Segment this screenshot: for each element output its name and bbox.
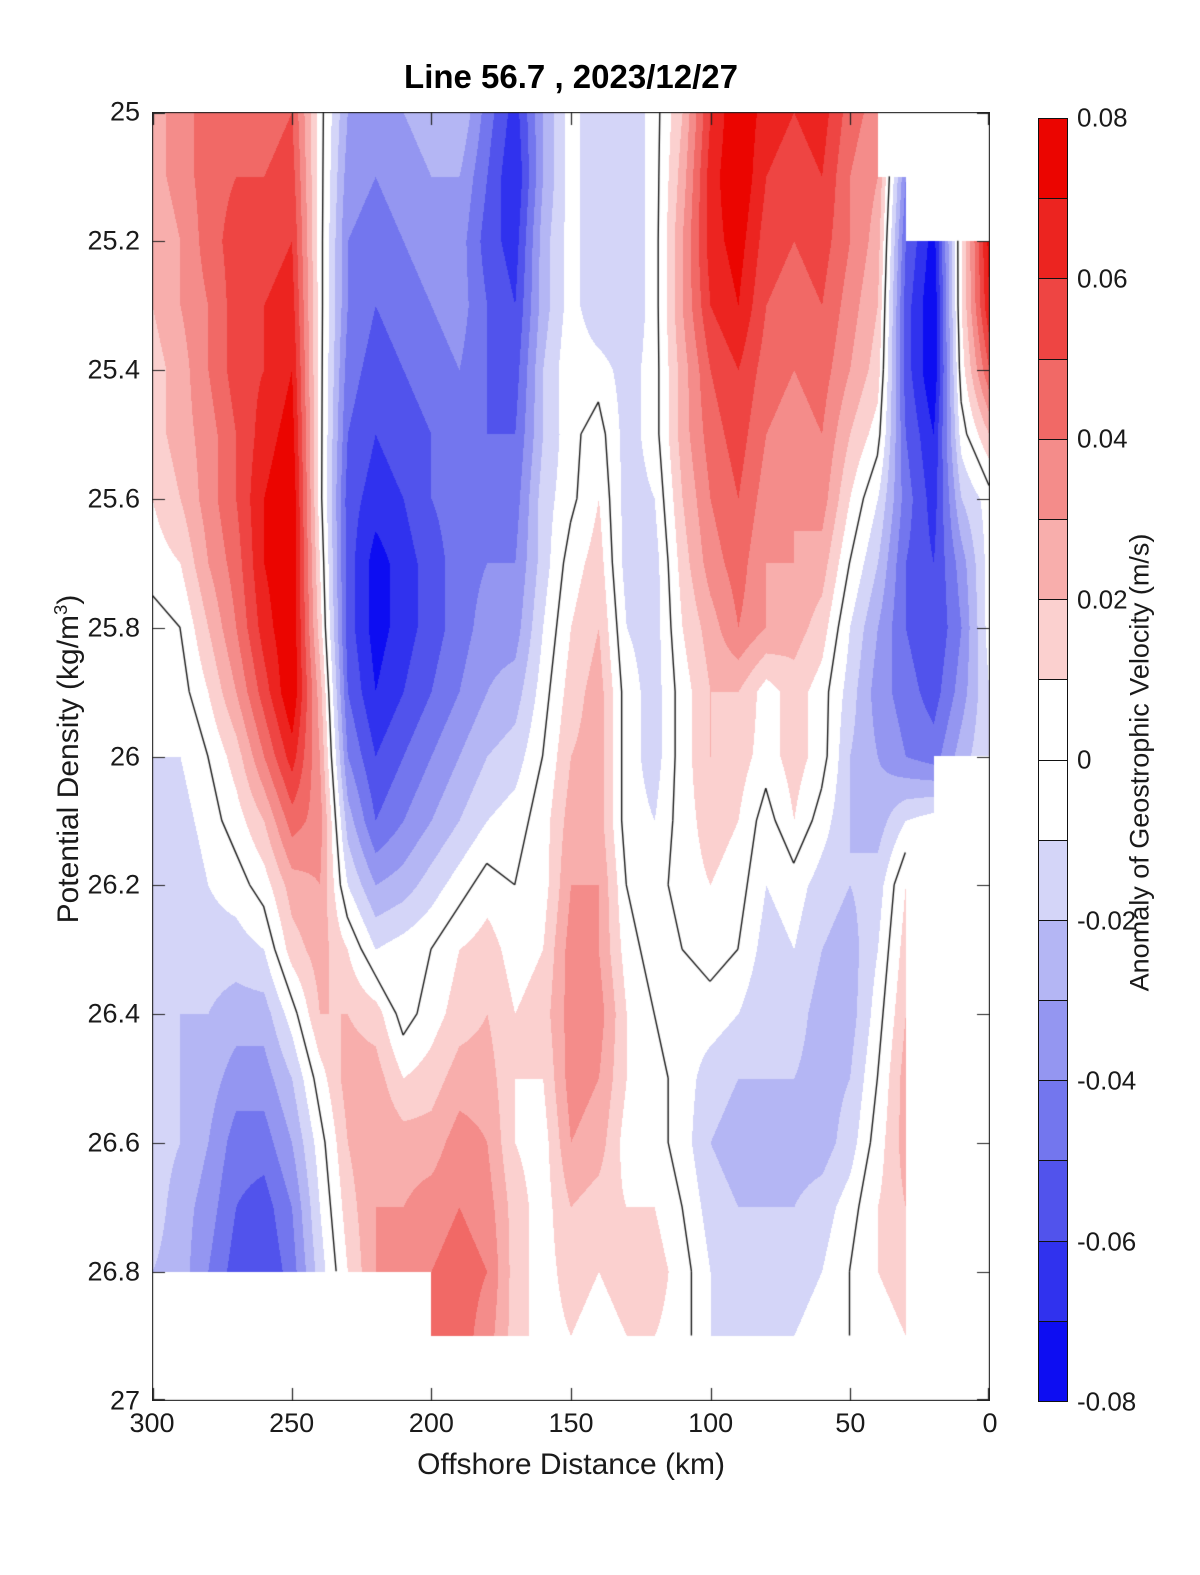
y-axis-label-text: Potential Density (kg/m — [52, 614, 85, 924]
colorbar-tick-label: -0.06 — [1077, 1226, 1137, 1256]
y-tick-label: 25.8 — [87, 612, 140, 643]
y-axis-label-sup: 3 — [50, 604, 71, 615]
colorbar-segment — [1039, 1080, 1067, 1161]
y-axis-label-close: ) — [52, 594, 85, 605]
colorbar-segment — [1039, 119, 1067, 199]
x-tick-label: 200 — [408, 1408, 454, 1438]
colorbar-segment — [1039, 759, 1067, 840]
y-tick-label: 25.2 — [87, 225, 140, 256]
colorbar-tick-label: 0 — [1077, 744, 1092, 775]
colorbar-segment — [1039, 1320, 1067, 1401]
colorbar — [1038, 118, 1068, 1402]
y-tick-label: 26.8 — [87, 1256, 140, 1287]
x-axis-label: Offshore Distance (km) — [417, 1448, 725, 1481]
x-tick-label: 250 — [269, 1408, 315, 1438]
colorbar-segment — [1039, 518, 1067, 600]
colorbar-segment — [1039, 1240, 1067, 1321]
contour-plot-area — [152, 112, 990, 1401]
y-tick-label: 26 — [109, 741, 140, 771]
colorbar-segment — [1039, 1000, 1067, 1081]
y-tick-label: 26.2 — [87, 869, 140, 900]
colorbar-tick-label: -0.04 — [1077, 1065, 1137, 1096]
x-tick-label: 100 — [688, 1408, 734, 1438]
colorbar-segment — [1039, 679, 1067, 760]
colorbar-segment — [1039, 919, 1067, 1001]
colorbar-segment — [1039, 278, 1067, 359]
x-tick-label: 50 — [835, 1408, 866, 1438]
y-tick-label: 26.4 — [87, 998, 140, 1029]
colorbar-segment — [1039, 438, 1067, 519]
colorbar-tick-label: 0.02 — [1077, 584, 1128, 614]
y-tick-label: 27 — [109, 1385, 140, 1416]
y-tick-label: 26.6 — [87, 1127, 140, 1158]
y-tick-label: 25.4 — [87, 354, 140, 385]
y-tick-label: 25 — [109, 96, 140, 127]
y-tick-label: 25.6 — [87, 483, 140, 514]
colorbar-segment — [1039, 839, 1067, 920]
x-tick-label: 0 — [982, 1408, 998, 1438]
colorbar-tick-label: 0.06 — [1077, 263, 1128, 293]
plot-title: Line 56.7 , 2023/12/27 — [404, 58, 738, 95]
colorbar-segment — [1039, 198, 1067, 279]
colorbar-tick-label: -0.02 — [1077, 905, 1137, 935]
x-tick-label: 300 — [129, 1408, 175, 1438]
x-tick-label: 150 — [548, 1408, 594, 1438]
colorbar-tick-label: 0.08 — [1077, 102, 1128, 133]
y-axis-label: Potential Density (kg/m3) — [50, 409, 86, 1109]
colorbar-tick-label: 0.04 — [1077, 423, 1128, 454]
colorbar-tick-label: -0.08 — [1077, 1386, 1137, 1417]
colorbar-segment — [1039, 1160, 1067, 1241]
colorbar-label: Anomaly of Geostrophic Velocity (m/s) — [1124, 533, 1155, 992]
colorbar-segment — [1039, 599, 1067, 680]
colorbar-segment — [1039, 358, 1067, 439]
